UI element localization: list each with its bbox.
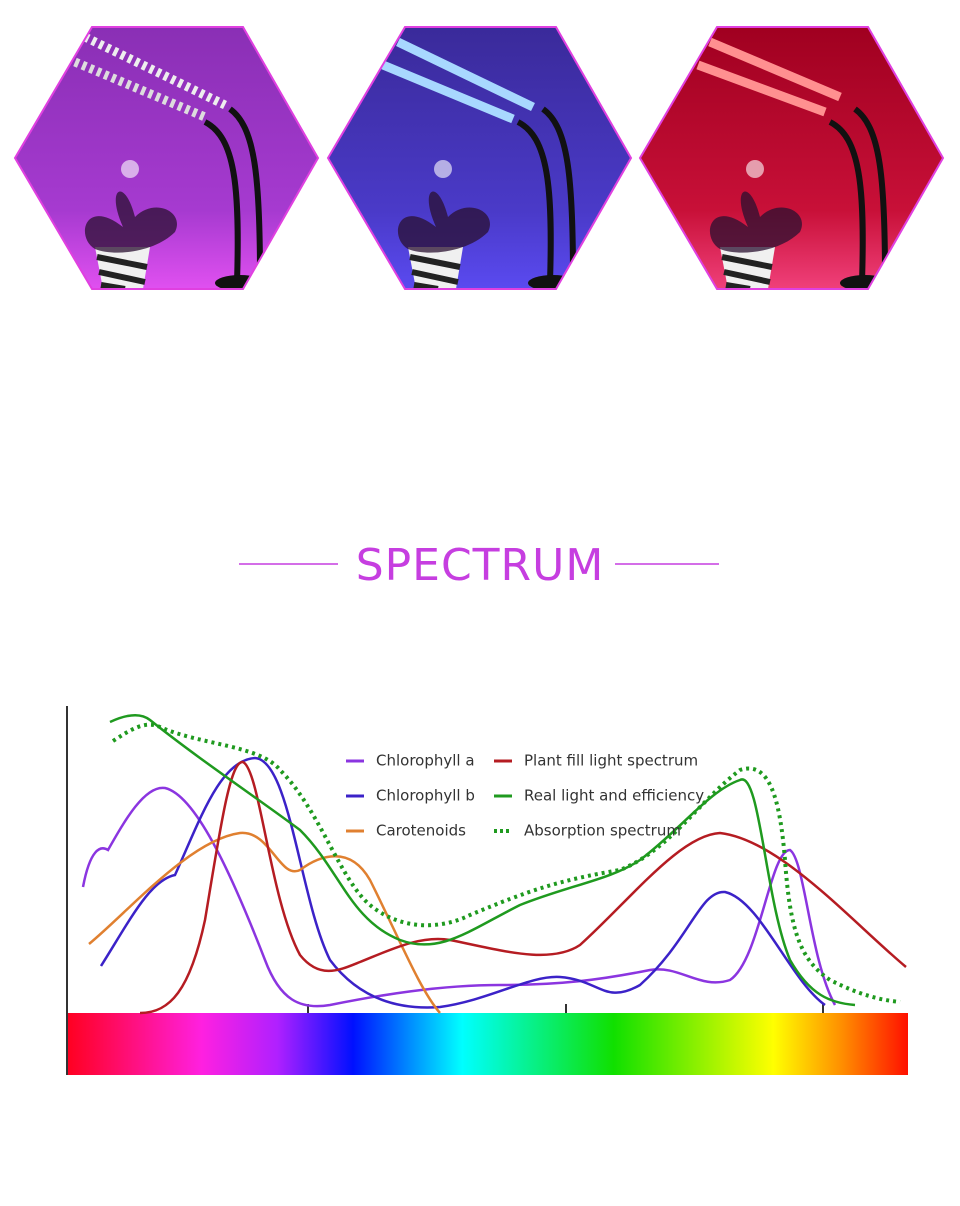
curve [99, 756, 826, 1009]
photo-red [638, 26, 945, 290]
photo-purple [13, 26, 320, 290]
legend-label: Absorption spectrum [524, 822, 681, 840]
legend-label: Real light and efficiency [524, 787, 704, 805]
legend-label: Carotenoids [376, 822, 466, 840]
legend-label: Chlorophyll b [376, 787, 475, 805]
legend-label: Chlorophyll a [376, 752, 475, 770]
legend-label: Plant fill light spectrum [524, 752, 698, 770]
curve [81, 786, 837, 1008]
curve [139, 760, 907, 1015]
curve [109, 714, 856, 1007]
spectrum-bar [67, 1013, 908, 1075]
curve [111, 722, 901, 1004]
section-title: SPECTRUM [356, 540, 605, 591]
photo-blue [326, 26, 633, 290]
curve [88, 831, 441, 1014]
